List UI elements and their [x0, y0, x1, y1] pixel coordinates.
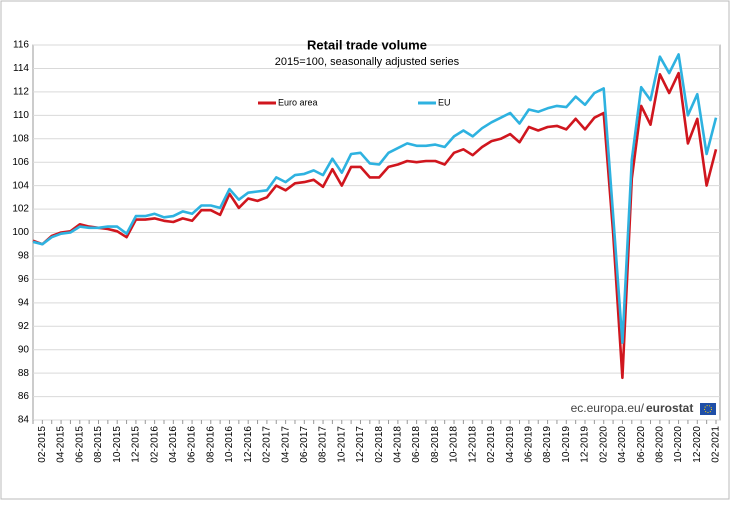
x-tick-label: 02-2018	[374, 426, 385, 463]
x-tick-label: 06-2015	[74, 426, 85, 463]
x-tick-label: 06-2018	[411, 426, 422, 463]
legend-label: EU	[438, 97, 451, 107]
x-tick-label: 02-2017	[262, 426, 273, 463]
chart-title: Retail trade volume	[307, 37, 427, 52]
y-tick-label: 84	[18, 415, 30, 426]
y-tick-label: 86	[18, 391, 30, 402]
y-tick-label: 94	[18, 297, 30, 308]
y-tick-label: 104	[12, 180, 29, 191]
x-tick-label: 02-2019	[486, 426, 497, 463]
x-tick-label: 12-2015	[131, 426, 142, 463]
line	[32, 53, 718, 344]
x-tick-label: 04-2017	[280, 426, 291, 463]
source-url: ec.europa.eu/	[571, 401, 645, 415]
chart-subtitle: 2015=100, seasonally adjusted series	[275, 56, 460, 68]
x-tick-label: 02-2015	[37, 426, 48, 463]
x-tick-label: 12-2017	[355, 426, 366, 463]
y-tick-label: 110	[13, 110, 29, 121]
x-tick-label: 10-2015	[112, 426, 123, 463]
y-tick-label: 108	[12, 133, 29, 144]
x-tick-label: 10-2020	[673, 426, 684, 463]
x-tick-label: 06-2016	[187, 426, 198, 463]
legend-label: Euro area	[278, 97, 318, 107]
x-tick-label: 08-2020	[655, 426, 666, 463]
y-tick-label: 98	[18, 251, 30, 262]
y-tick-label: 100	[12, 227, 29, 238]
x-tick-label: 02-2020	[598, 426, 609, 463]
x-tick-label: 04-2018	[393, 426, 404, 463]
x-tick-label: 06-2020	[636, 426, 647, 463]
y-tick-label: 114	[13, 63, 29, 74]
x-tick-label: 08-2019	[542, 426, 553, 463]
x-tick-label: 08-2017	[318, 426, 329, 463]
y-tick-label: 90	[18, 344, 30, 355]
x-tick-label: 04-2016	[168, 426, 179, 463]
x-tick-label: 06-2017	[299, 426, 310, 463]
y-tick-label: 92	[18, 321, 30, 332]
x-tick-label: 10-2019	[561, 426, 572, 463]
x-tick-label: 08-2015	[93, 426, 104, 463]
x-tick-label: 10-2017	[336, 426, 347, 463]
x-tick-label: 04-2020	[617, 426, 628, 463]
x-tick-label: 10-2018	[449, 426, 460, 463]
y-tick-label: 88	[18, 368, 30, 379]
x-tick-label: 02-2021	[711, 426, 722, 463]
x-tick-label: 02-2016	[149, 426, 160, 463]
eu-flag	[700, 403, 716, 415]
y-tick-label: 106	[12, 157, 29, 168]
y-tick-label: 96	[18, 274, 30, 285]
x-tick-label: 12-2016	[243, 426, 254, 463]
x-tick-label: 12-2020	[692, 426, 703, 463]
y-tick-label: 116	[13, 40, 29, 51]
x-tick-label: 08-2018	[430, 426, 441, 463]
y-tick-label: 102	[12, 204, 29, 215]
x-tick-label: 06-2019	[524, 426, 535, 463]
x-tick-label: 04-2019	[505, 426, 516, 463]
x-tick-label: 12-2019	[580, 426, 591, 463]
x-tick-label: 12-2018	[467, 426, 478, 463]
y-tick-label: 112	[13, 87, 29, 98]
line	[32, 71, 718, 380]
x-tick-label: 08-2016	[205, 426, 216, 463]
x-tick-label: 10-2016	[224, 426, 235, 463]
x-tick-label: 04-2015	[56, 426, 67, 463]
eu-flag-stars	[704, 405, 712, 413]
source-brand: eurostat	[646, 401, 693, 415]
